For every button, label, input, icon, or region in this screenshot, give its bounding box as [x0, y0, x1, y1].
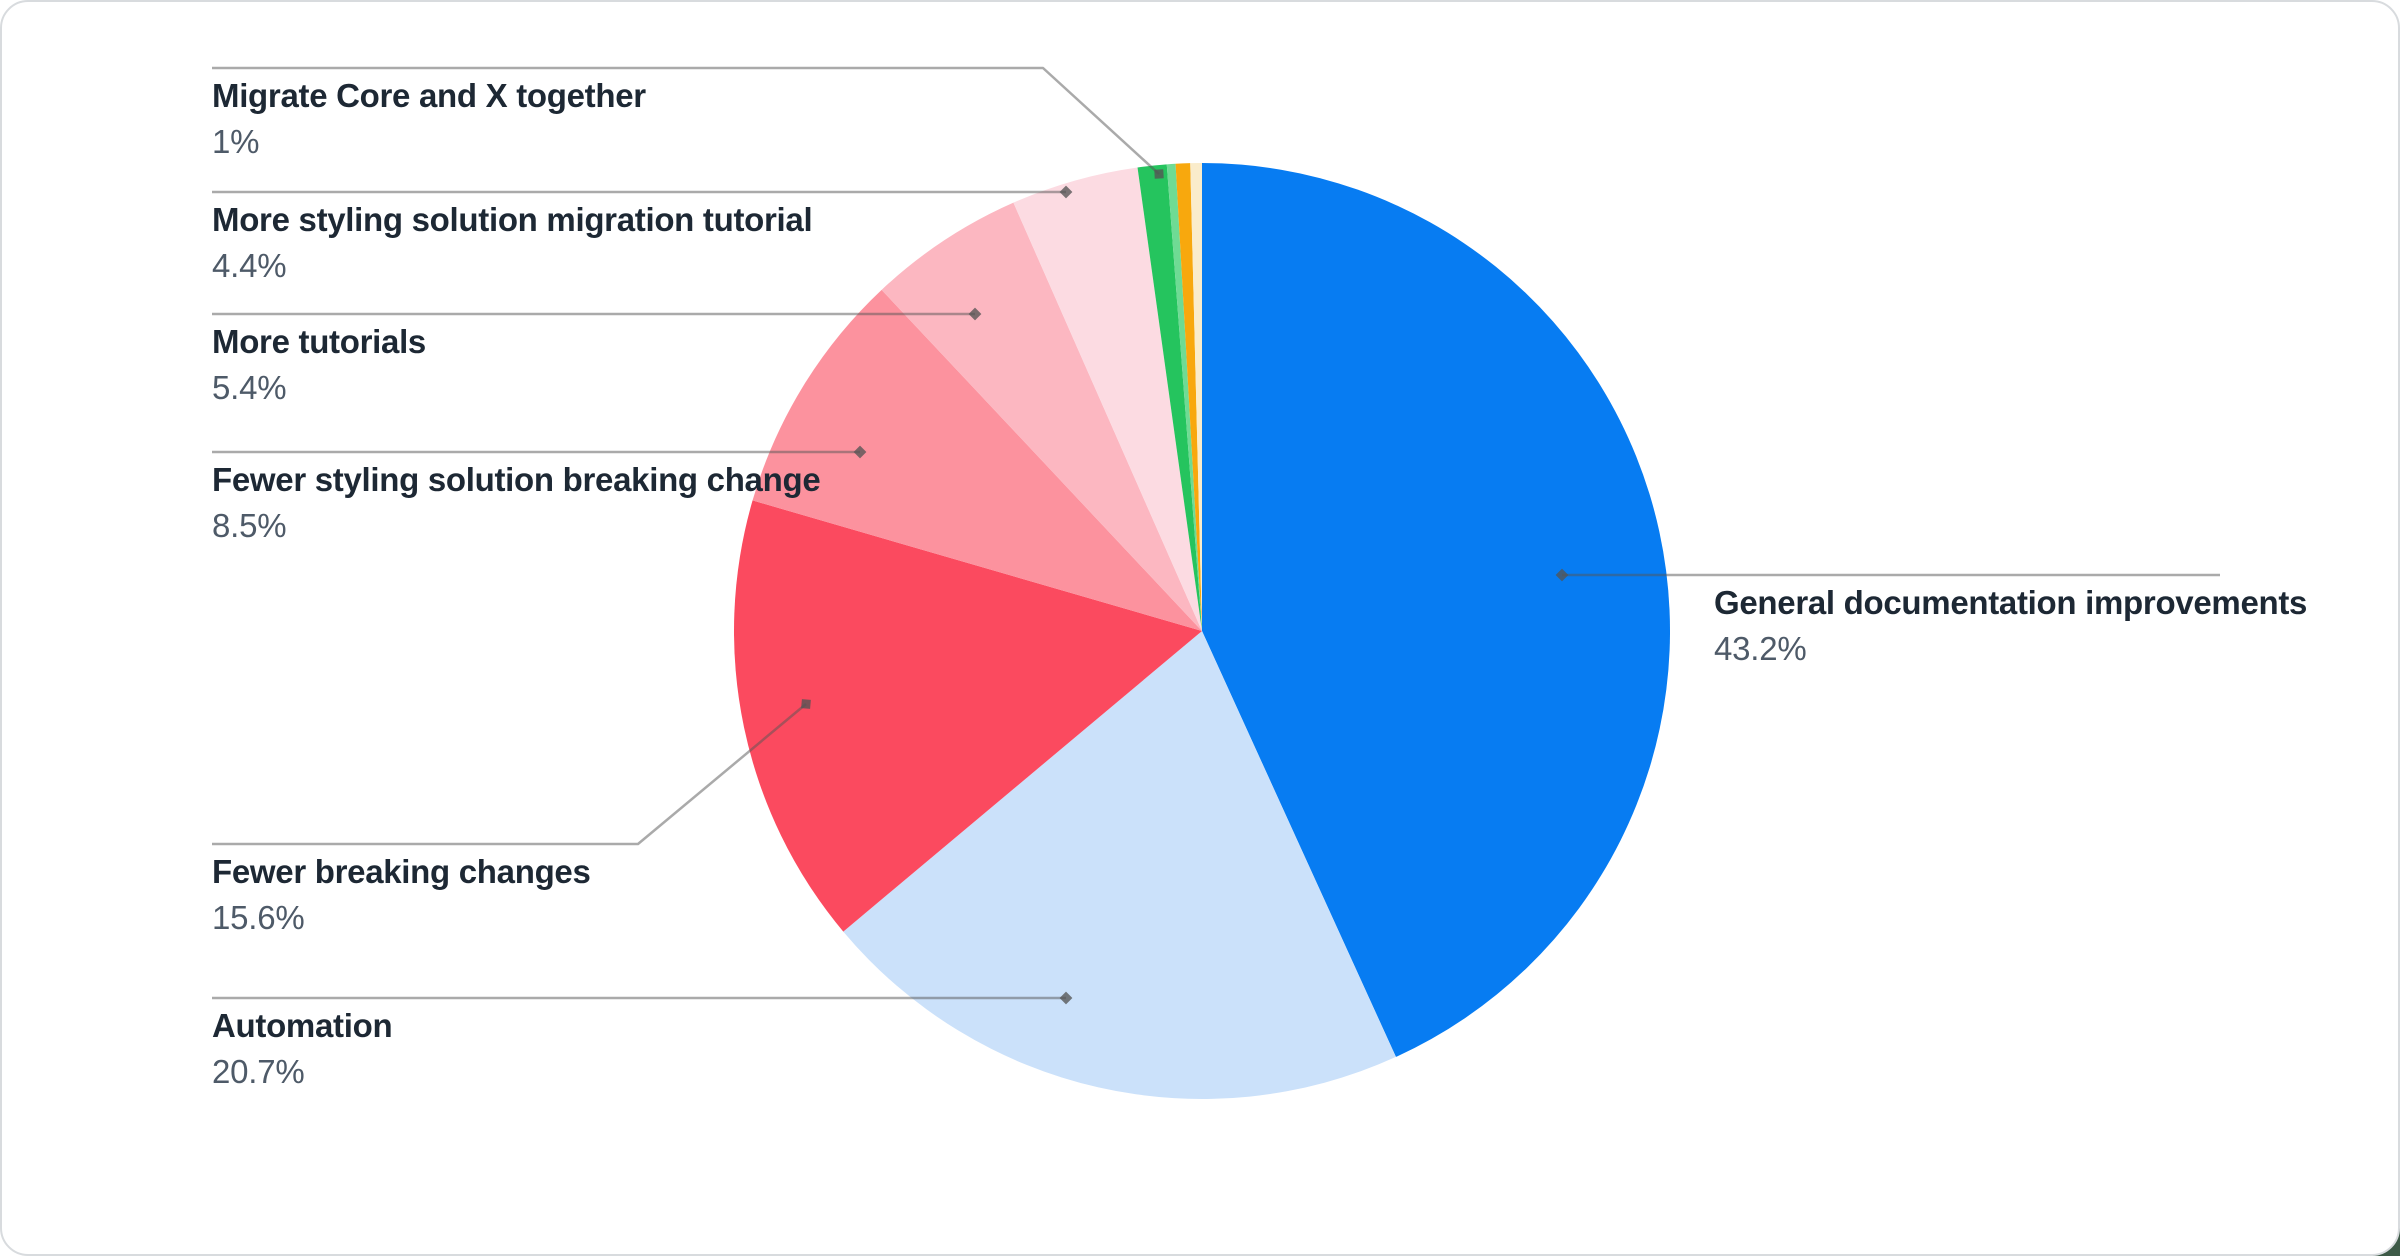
leader-line-fewer-breaking	[212, 703, 807, 846]
slice-percent: 1%	[212, 123, 260, 160]
callout-automation: Automation 20.7%	[212, 1007, 393, 1090]
callout-migrate-core: Migrate Core and X together 1%	[212, 79, 646, 158]
slice-label: Fewer breaking changes	[212, 853, 591, 890]
pie-slice-more-styling-solution-migration-tutorial[interactable]	[1013, 167, 1202, 631]
pie-slices[interactable]	[733, 163, 1671, 1100]
slice-label: Fewer styling solution breaking change	[212, 461, 821, 498]
slice-percent: 4.4%	[212, 247, 287, 284]
pie-slice-unlabeled-7[interactable]	[1166, 163, 1202, 631]
slice-label: More styling solution migration tutorial	[212, 201, 813, 238]
callout-more-styling-tutorial: More styling solution migration tutorial…	[212, 201, 813, 284]
slice-label: General documentation improvements	[1714, 584, 2308, 621]
slice-percent: 15.6%	[212, 899, 305, 936]
marker-migrate-core	[1154, 169, 1164, 179]
slice-label: Automation	[212, 1007, 393, 1044]
pie-slice-more-tutorials[interactable]	[881, 202, 1202, 632]
pie-slice-fewer-breaking-changes[interactable]	[733, 500, 1202, 932]
slice-percent: 5.4%	[212, 369, 287, 406]
pie-slice-unlabeled-8[interactable]	[1175, 163, 1202, 631]
slice-label: More tutorials	[212, 323, 426, 360]
slice-percent: 8.5%	[212, 507, 287, 544]
callout-more-tutorials: More tutorials 5.4%	[212, 325, 426, 404]
slice-percent: 43.2%	[1714, 630, 1807, 667]
leader-lines	[212, 66, 2220, 1000]
callout-general-docs: General documentation improvements 43.2%	[1714, 586, 2307, 665]
pie-slice-general-documentation-improvements[interactable]	[1202, 163, 1671, 1057]
marker-fewer-breaking	[801, 699, 811, 709]
pie-slice-fewer-styling-solution-breaking-change[interactable]	[752, 289, 1202, 631]
callout-fewer-breaking: Fewer breaking changes 15.6%	[212, 855, 591, 934]
callout-fewer-styling: Fewer styling solution breaking change 8…	[212, 461, 821, 544]
pie-slice-unlabeled-9[interactable]	[1190, 163, 1202, 631]
pie-slice-automation[interactable]	[843, 631, 1396, 1100]
slice-label: Migrate Core and X together	[212, 77, 646, 114]
leader-line-migrate-core	[212, 66, 1160, 175]
slice-percent: 20.7%	[212, 1053, 305, 1090]
pie-slice-migrate-core-and-x-together[interactable]	[1137, 164, 1202, 631]
